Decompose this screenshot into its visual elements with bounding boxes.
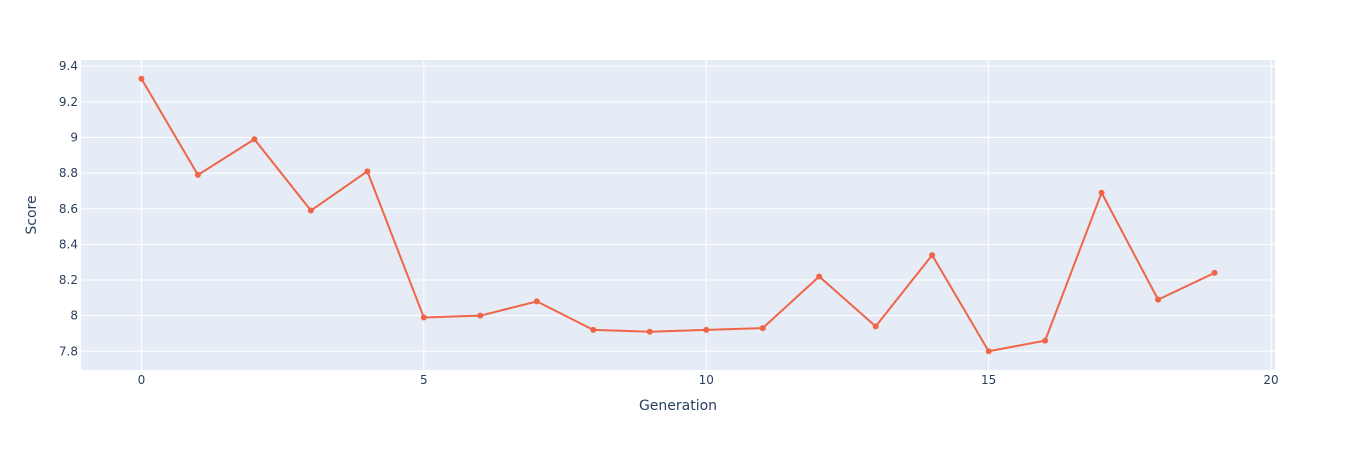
y-axis-ticks: 7.8 8 8.2 8.4 8.6 8.8 9 9.2 9.4 [59,59,78,358]
data-point[interactable] [703,326,710,333]
y-axis-title: Score [24,195,40,234]
y-tick-label: 9.4 [59,59,78,73]
y-tick-label: 8.4 [59,237,78,251]
data-point[interactable] [816,273,823,280]
data-point[interactable] [138,75,145,82]
data-point[interactable] [929,252,936,259]
data-point[interactable] [477,312,484,319]
x-tick-label: 10 [699,373,714,387]
y-tick-label: 9.2 [59,95,78,109]
y-tick-label: 8.2 [59,273,78,287]
y-tick-label: 8.8 [59,166,78,180]
x-axis-ticks: 0 5 10 15 20 [138,373,1279,387]
x-axis-title: Generation [639,398,717,414]
x-tick-label: 20 [1263,373,1278,387]
data-point[interactable] [1155,296,1162,303]
series-line [140,78,1215,353]
data-point[interactable] [251,136,258,143]
data-point[interactable] [1098,189,1105,196]
data-point[interactable] [985,348,992,355]
data-point[interactable] [872,323,879,330]
data-point[interactable] [590,326,597,333]
data-point[interactable] [307,207,314,214]
data-point[interactable] [364,168,371,175]
x-tick-label: 5 [420,373,428,387]
data-point[interactable] [533,298,540,305]
data-point[interactable] [759,325,766,332]
data-point[interactable] [420,314,427,321]
y-tick-label: 8.6 [59,202,78,216]
data-point[interactable] [646,328,653,335]
x-tick-label: 0 [138,373,146,387]
series-layer [138,75,1218,355]
data-point[interactable] [1211,269,1218,276]
x-tick-label: 15 [981,373,996,387]
y-tick-label: 9 [70,131,78,145]
plot-area [81,60,1275,370]
data-point[interactable] [1042,337,1049,344]
y-tick-label: 8 [70,309,78,323]
y-tick-label: 7.8 [59,344,78,358]
data-point[interactable] [194,171,201,178]
